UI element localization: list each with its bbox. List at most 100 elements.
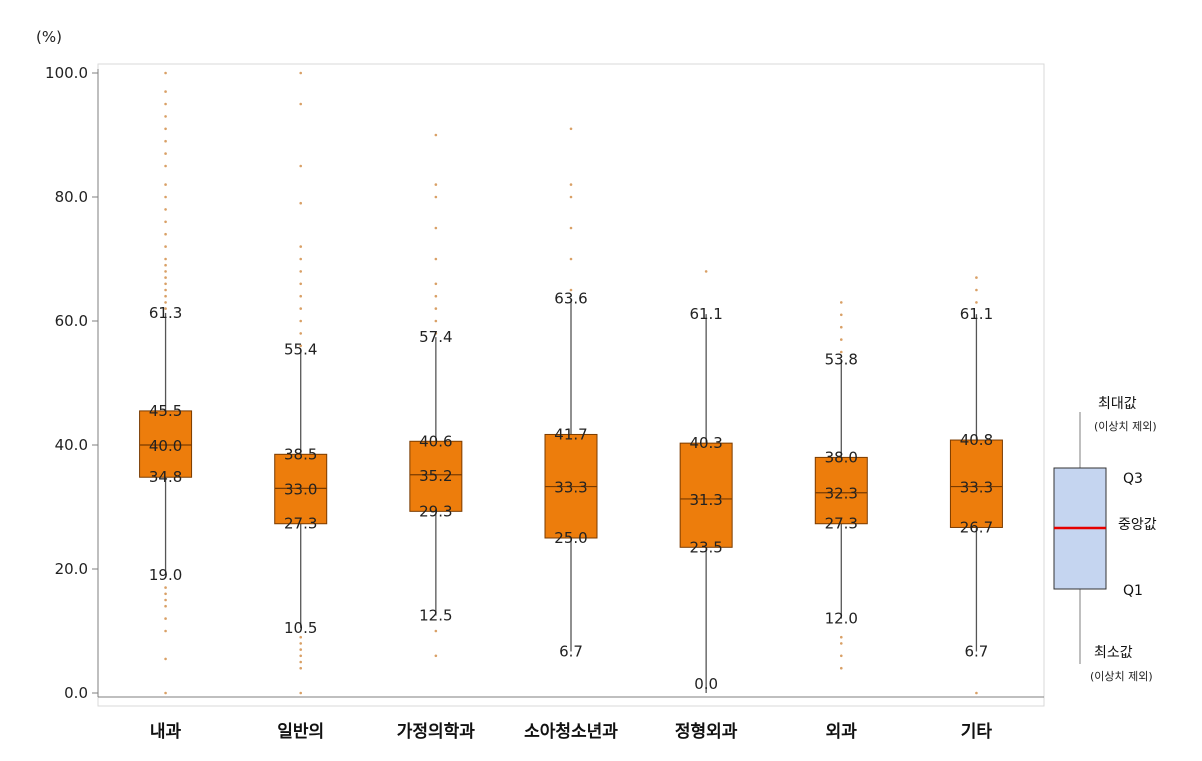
- value-label-q1: 29.3: [419, 502, 452, 520]
- x-tick-label: 가정의학과: [397, 722, 476, 742]
- y-axis-unit-label: (%): [36, 28, 62, 46]
- outlier-point: [164, 220, 167, 224]
- outlier-point: [164, 164, 167, 168]
- y-tick-label: 80.0: [55, 188, 88, 206]
- value-label-max: 61.1: [960, 305, 993, 323]
- value-label-min: 12.0: [825, 610, 858, 628]
- outlier-point: [839, 301, 843, 304]
- outlier-point: [164, 183, 167, 186]
- outlier-point: [299, 344, 303, 348]
- outlier-point: [164, 586, 167, 589]
- outlier-point: [569, 195, 573, 199]
- value-label-q3: 40.8: [960, 431, 993, 449]
- value-label-min: 6.7: [559, 642, 583, 660]
- outlier-point: [569, 183, 573, 186]
- box-series: 61.3 45.5 40.0 34.8 19.0 55.4 38.5 33.0 27.3 10.5…: [139, 71, 1003, 695]
- value-label-max: 63.6: [554, 290, 587, 308]
- outlier-point: [164, 276, 167, 279]
- outlier-point: [164, 294, 167, 298]
- value-label-q3: 38.5: [284, 445, 317, 463]
- outlier-point: [299, 654, 303, 658]
- outlier-point: [164, 195, 167, 199]
- value-label-q3: 40.3: [689, 434, 722, 452]
- value-label-q3: 38.0: [825, 448, 858, 466]
- outlier-point: [839, 313, 843, 317]
- outlier-point: [299, 307, 303, 310]
- outlier-point: [434, 294, 438, 298]
- outlier-point: [164, 102, 167, 106]
- outlier-point: [569, 288, 573, 292]
- outlier-point: [164, 115, 167, 118]
- outlier-point: [434, 257, 438, 261]
- outlier-point: [164, 617, 167, 620]
- outlier-point: [839, 666, 843, 670]
- outlier-point: [299, 71, 303, 75]
- outlier-point: [975, 301, 978, 304]
- outlier-point: [164, 71, 167, 75]
- box-group: 63.6 41.7 33.3 25.0 6.7: [544, 127, 598, 660]
- outlier-point: [569, 257, 573, 261]
- value-label-max: 57.4: [419, 328, 452, 346]
- outlier-point: [434, 282, 438, 286]
- outlier-point: [839, 654, 843, 658]
- outlier-point: [299, 257, 303, 261]
- value-label-max: 55.4: [284, 341, 317, 359]
- outlier-point: [299, 660, 303, 664]
- outlier-point: [164, 307, 167, 310]
- value-label-median: 32.3: [825, 485, 858, 503]
- y-tick-label: 100.0: [45, 64, 88, 82]
- y-tick-label: 20.0: [55, 560, 88, 578]
- outlier-point: [164, 245, 167, 248]
- value-label-median: 31.3: [689, 491, 722, 509]
- iqr-box: [274, 453, 328, 525]
- outlier-point: [164, 270, 167, 273]
- box-group: 53.8 38.0 32.3 27.3 12.0: [814, 301, 868, 670]
- iqr-box: [814, 456, 868, 525]
- outlier-point: [164, 691, 167, 695]
- iqr-box: [679, 442, 733, 548]
- outlier-point: [839, 642, 843, 645]
- value-label-q3: 45.5: [149, 402, 182, 420]
- value-label-q1: 25.0: [554, 529, 587, 547]
- outlier-point: [434, 195, 438, 199]
- outlier-point: [164, 90, 167, 93]
- outlier-point: [434, 133, 438, 137]
- value-label-min: 10.5: [284, 619, 317, 637]
- box-group: 61.1 40.8 33.3 26.7 6.7: [949, 276, 1003, 695]
- value-label-min: 12.5: [419, 607, 452, 625]
- outlier-point: [299, 635, 303, 639]
- legend-max-note: (이상치 제외): [1094, 420, 1157, 433]
- outlier-point: [164, 152, 167, 155]
- value-label-q1: 27.3: [825, 515, 858, 533]
- value-label-median: 35.2: [419, 467, 452, 485]
- legend-q1-label: Q1: [1123, 583, 1143, 599]
- outlier-point: [839, 325, 843, 329]
- outlier-point: [299, 648, 303, 651]
- x-tick-label: 기타: [961, 722, 993, 742]
- outlier-point: [164, 282, 167, 286]
- box-group: 55.4 38.5 33.0 27.3 10.5: [274, 71, 328, 695]
- outlier-point: [164, 288, 167, 292]
- value-label-q3: 40.6: [419, 432, 452, 450]
- x-tick-label: 소아청소년과: [524, 721, 618, 742]
- value-label-q3: 41.7: [554, 425, 587, 443]
- value-label-min: 6.7: [964, 642, 988, 660]
- value-label-q1: 23.5: [689, 538, 722, 556]
- outlier-point: [434, 307, 438, 310]
- x-tick-label: 일반의: [277, 722, 324, 742]
- outlier-point: [704, 270, 708, 273]
- outlier-point: [299, 102, 303, 106]
- iqr-box: [409, 440, 463, 512]
- outlier-point: [434, 629, 438, 633]
- outlier-point: [975, 276, 978, 279]
- legend: 최대값 (이상치 제외) Q3 중앙값 Q1 최소값 (이상치 제외): [1053, 396, 1157, 683]
- value-label-median: 40.0: [149, 437, 182, 455]
- value-label-q1: 26.7: [960, 518, 993, 536]
- outlier-point: [164, 301, 167, 304]
- outlier-point: [164, 604, 167, 608]
- legend-min-label: 최소값: [1094, 645, 1133, 661]
- value-label-min: 19.0: [149, 566, 182, 584]
- outlier-point: [434, 319, 438, 323]
- outlier-point: [299, 164, 303, 168]
